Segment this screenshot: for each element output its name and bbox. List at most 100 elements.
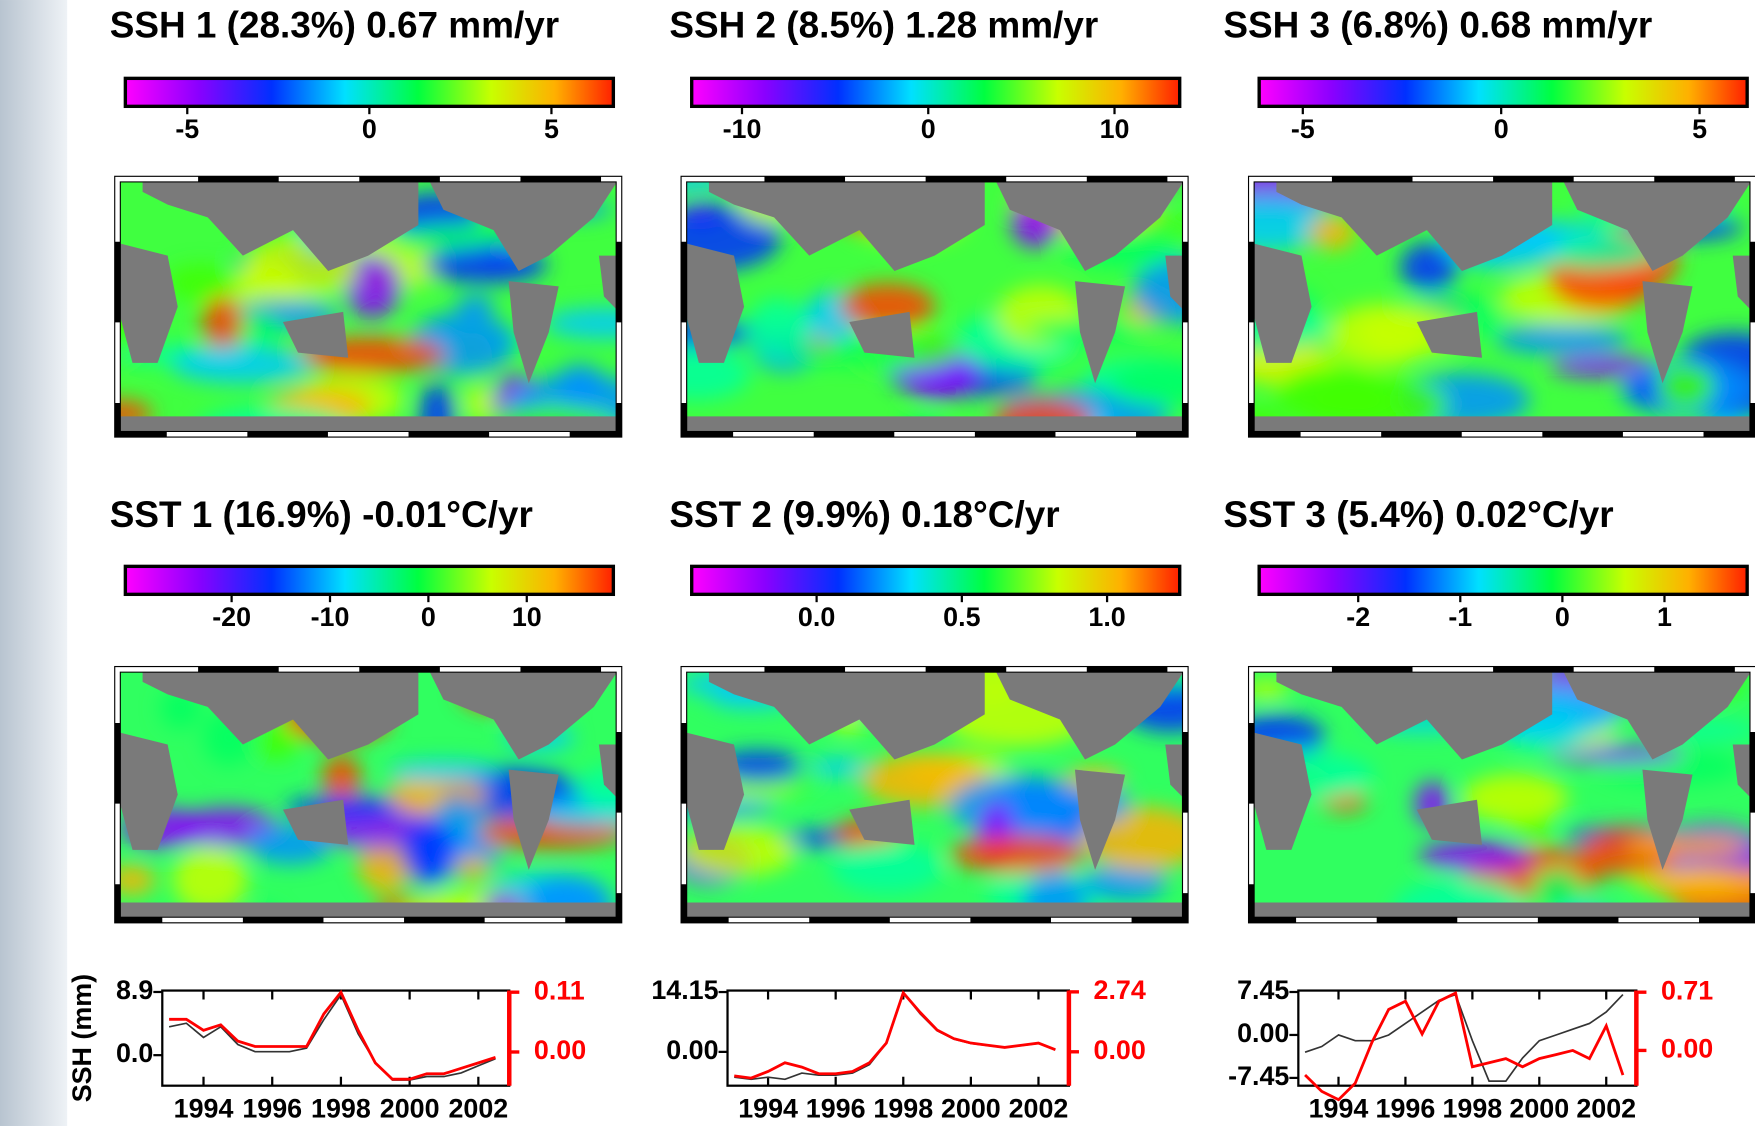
- x-tick-label: 1994: [738, 1093, 798, 1123]
- ocean-anomaly: [1418, 840, 1533, 872]
- land: [683, 242, 745, 363]
- land: [1165, 744, 1186, 800]
- colorbar-tick-label: 0: [362, 114, 377, 144]
- map-field: [683, 669, 1186, 921]
- x-tick-label: 1998: [311, 1093, 371, 1123]
- land: [428, 179, 619, 271]
- colorbar-tick-label: 0.5: [943, 602, 980, 632]
- land: [117, 732, 178, 850]
- x-tick-label: 1994: [174, 1093, 234, 1123]
- x-tick-label: 2002: [1576, 1093, 1636, 1123]
- land: [1251, 732, 1312, 850]
- map: [680, 665, 1189, 924]
- ocean-anomaly: [343, 255, 402, 318]
- x-tick-label: 1996: [242, 1093, 302, 1123]
- land: [1074, 769, 1126, 870]
- map-field: [683, 179, 1186, 435]
- land: [994, 179, 1186, 271]
- colorbar: [123, 76, 616, 109]
- series-line: [734, 990, 1056, 1081]
- panel-title: SST 3 (5.4%) 0.02°C/yr: [1223, 494, 1613, 535]
- y2-tick-label: 0.00: [534, 1035, 586, 1065]
- ocean-anomaly: [1646, 866, 1753, 901]
- y-tick-label: 14.15: [651, 975, 718, 1005]
- panel-title: SST 2 (9.9%) 0.18°C/yr: [669, 494, 1059, 535]
- land: [117, 242, 178, 363]
- map-frame-ticks: [681, 176, 1188, 437]
- ocean-anomaly: [456, 294, 495, 318]
- land: [282, 311, 349, 358]
- colorbar-tick-label: 1.0: [1088, 602, 1125, 632]
- ocean-anomaly: [1082, 865, 1167, 901]
- land: [1276, 669, 1553, 760]
- land: [117, 902, 619, 921]
- map-field: [117, 179, 619, 435]
- colorbar: [690, 76, 1182, 109]
- side-strip: [0, 0, 68, 1126]
- map: [1247, 175, 1755, 438]
- ocean-anomaly: [455, 855, 490, 880]
- land: [683, 732, 745, 850]
- panel-title: SST 1 (16.9%) -0.01°C/yr: [110, 494, 533, 535]
- land: [1251, 902, 1753, 921]
- land: [598, 255, 619, 312]
- land: [708, 179, 985, 271]
- ocean-anomaly: [166, 264, 235, 301]
- colorbar-tick-label: -10: [311, 602, 350, 632]
- ocean-anomaly: [172, 845, 248, 913]
- land: [849, 799, 915, 845]
- x-tick-label: 2000: [1509, 1093, 1569, 1123]
- x-tick-label: 2002: [1009, 1093, 1069, 1123]
- land: [1732, 255, 1753, 312]
- x-tick-label: 2002: [448, 1093, 508, 1123]
- ocean-anomaly: [949, 835, 1086, 873]
- colorbar: [123, 564, 616, 597]
- ocean-anomaly: [321, 754, 362, 801]
- map-frame-ticks: [681, 667, 1188, 923]
- ocean-anomaly: [357, 835, 414, 893]
- map-field: [117, 669, 619, 921]
- panel-title: SSH 2 (8.5%) 1.28 mm/yr: [669, 5, 1098, 46]
- map-frame-ticks: [1249, 667, 1755, 923]
- colorbar: [690, 564, 1182, 597]
- colorbar-tick-label: -20: [212, 602, 251, 632]
- colorbar-tick-label: 0: [421, 602, 436, 632]
- land: [1562, 669, 1753, 760]
- colorbar-tick-label: 0.0: [798, 602, 835, 632]
- map-frame-ticks: [1249, 176, 1755, 437]
- ocean-anomaly: [400, 819, 455, 882]
- land: [1562, 179, 1753, 271]
- series-line: [168, 993, 496, 1081]
- land: [994, 669, 1186, 760]
- land: [683, 416, 1186, 435]
- ocean-anomaly: [1495, 324, 1630, 355]
- land: [1732, 744, 1753, 800]
- panel-title: SSH 1 (28.3%) 0.67 mm/yr: [110, 5, 559, 46]
- map: [114, 665, 623, 924]
- map: [680, 175, 1189, 438]
- y2-tick-label: 0.11: [534, 975, 585, 1005]
- land: [598, 744, 619, 800]
- colorbar: [1257, 564, 1749, 597]
- ocean-anomaly: [1251, 680, 1290, 700]
- series-line: [1304, 993, 1624, 1082]
- colorbar-tick-label: -2: [1346, 602, 1370, 632]
- y2-tick-label: 0.00: [1661, 1034, 1713, 1064]
- colorbar-tick-label: 10: [512, 602, 542, 632]
- land: [1276, 179, 1553, 271]
- y-tick-label: 7.45: [1237, 975, 1289, 1005]
- ocean-anomaly: [544, 307, 619, 339]
- land: [1416, 799, 1483, 845]
- land: [142, 179, 419, 271]
- series-line: [734, 990, 1056, 1080]
- series-line: [1304, 990, 1625, 1102]
- ocean-anomaly: [1108, 360, 1186, 407]
- y-tick-label: 8.9: [116, 975, 153, 1005]
- map-field: [1251, 669, 1753, 921]
- y-axis-label: SSH (mm): [67, 974, 97, 1102]
- land: [1251, 242, 1312, 363]
- ocean-anomaly: [255, 723, 298, 761]
- y-tick-label: 0.00: [666, 1035, 718, 1065]
- colorbar-tick-label: -5: [1291, 114, 1315, 144]
